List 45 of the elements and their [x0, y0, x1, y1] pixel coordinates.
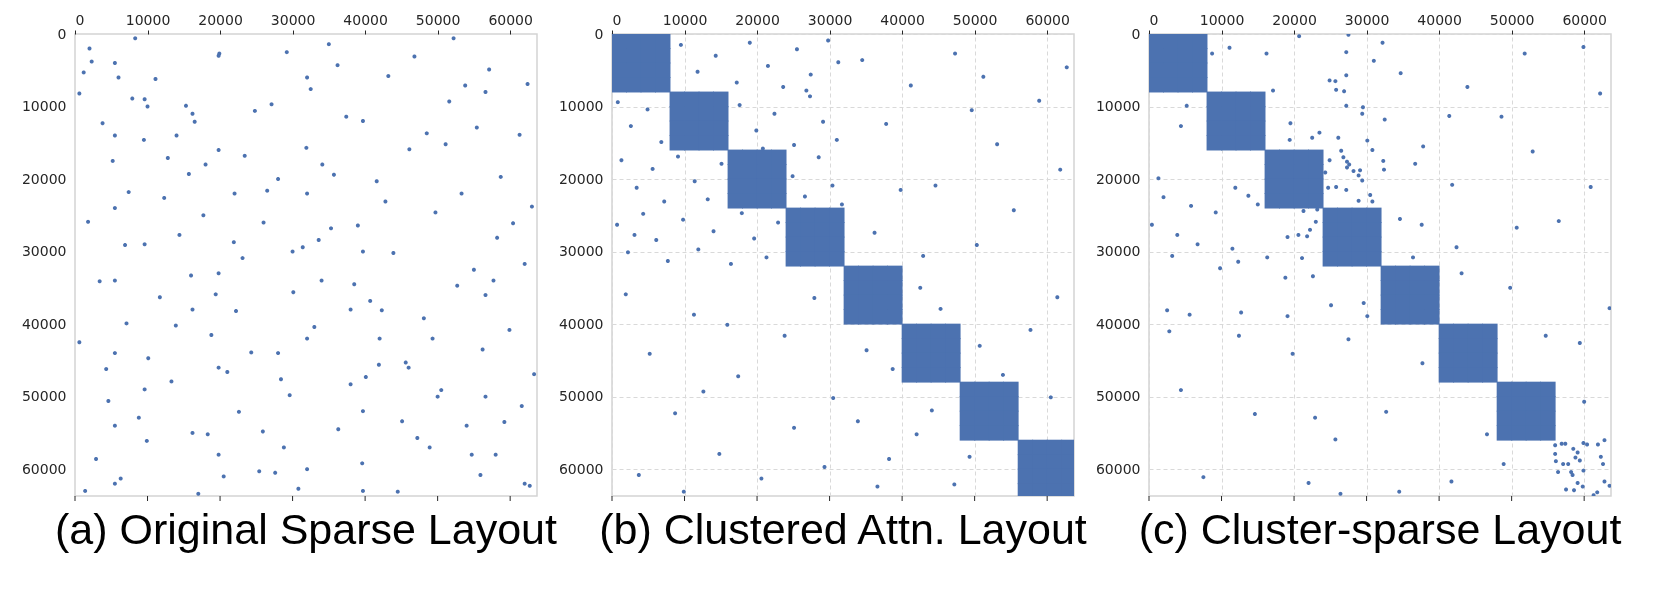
y-tick-label: 10000 — [558, 98, 604, 115]
x-tick-label: 60000 — [1025, 11, 1070, 28]
x-tick-label: 0 — [1149, 11, 1159, 28]
y-tick-label: 0 — [57, 25, 67, 42]
y-tick-label: 40000 — [1095, 315, 1141, 332]
x-tick-label: 60000 — [1562, 11, 1607, 28]
x-tick-label: 20000 — [1272, 11, 1317, 28]
x-tick-label: 30000 — [1344, 11, 1390, 28]
y-tick-label: 20000 — [558, 170, 604, 187]
x-tick-label: 20000 — [198, 11, 243, 28]
y-tick-label: 30000 — [558, 243, 604, 260]
y-tick-label: 0 — [594, 25, 604, 42]
y-tick-label: 30000 — [1095, 243, 1141, 260]
y-tick-label: 20000 — [21, 170, 67, 187]
x-tick-label: 50000 — [952, 11, 998, 28]
x-tick-label: 30000 — [807, 11, 853, 28]
x-tick-label: 50000 — [415, 11, 461, 28]
y-tick-label: 40000 — [558, 315, 604, 332]
y-tick-label: 60000 — [558, 460, 604, 477]
x-tick-label: 20000 — [735, 11, 780, 28]
x-tick-label: 30000 — [270, 11, 316, 28]
x-tick-label: 60000 — [488, 11, 533, 28]
y-tick-label: 0 — [1131, 25, 1141, 42]
text: (b) Clustered Attn. Layout — [599, 504, 1087, 553]
x-tick-label: 10000 — [662, 11, 708, 28]
x-tick-label: 50000 — [1489, 11, 1535, 28]
y-tick-label: 50000 — [1095, 388, 1141, 405]
x-tick-label: 40000 — [343, 11, 388, 28]
text: (c) Cluster-sparse Layout — [1138, 504, 1622, 553]
y-tick-label: 40000 — [21, 315, 67, 332]
x-tick-label: 10000 — [1199, 11, 1245, 28]
y-tick-label: 30000 — [21, 243, 67, 260]
x-tick-label: 0 — [75, 11, 85, 28]
y-tick-label: 10000 — [1095, 98, 1141, 115]
x-tick-label: 10000 — [125, 11, 171, 28]
x-tick-label: 0 — [612, 11, 622, 28]
y-tick-label: 10000 — [21, 98, 67, 115]
y-tick-label: 50000 — [558, 388, 604, 405]
x-tick-label: 40000 — [1417, 11, 1462, 28]
y-tick-label: 50000 — [21, 388, 67, 405]
x-tick-label: 40000 — [880, 11, 925, 28]
text: (a) Original Sparse Layout — [55, 504, 557, 553]
y-tick-label: 20000 — [1095, 170, 1141, 187]
y-tick-label: 60000 — [21, 460, 67, 477]
y-tick-label: 60000 — [1095, 460, 1141, 477]
